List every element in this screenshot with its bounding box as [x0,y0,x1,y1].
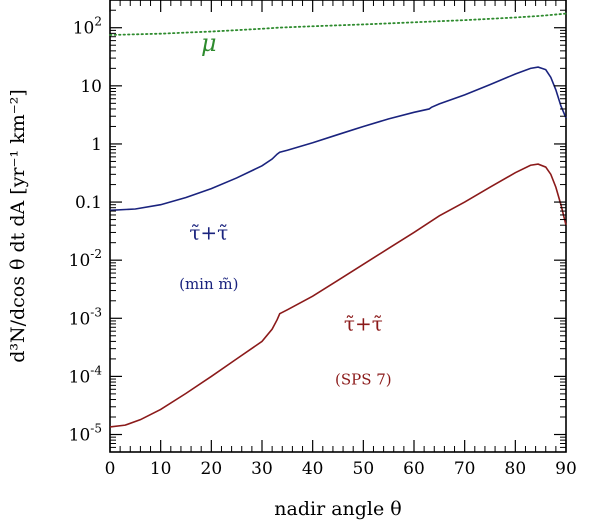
y-tick-label: 1 [91,135,102,155]
annotation-1: τ̃+τ̃ [189,220,228,244]
y-tick-label: 10-2 [69,247,102,271]
x-tick-label: 20 [201,459,223,479]
y-tick-label: 10-5 [69,422,102,446]
x-tick-label: 0 [105,459,116,479]
series-layer [109,12,567,428]
plot-frame [109,0,567,453]
annotation-0: μ [201,29,217,57]
series-line-1 [109,66,567,212]
y-tick-label: 10-3 [69,305,102,329]
x-tick-label: 10 [150,459,172,479]
annotation-3: τ̃+τ̃ [344,311,383,335]
annotation-2: (min m̃) [179,275,238,293]
x-tick-label: 40 [302,459,324,479]
annotation-layer: μ τ̃+τ̃ (min m̃) τ̃+τ̃ (SPS 7) [179,29,392,388]
annotation-4: (SPS 7) [335,370,392,388]
y-tick-label: 0.1 [75,193,102,213]
x-tick-label: 60 [403,459,425,479]
y-tick-label: 10-4 [69,363,103,387]
x-tick-label: 80 [505,459,527,479]
series-line-2 [109,163,567,428]
x-tick-label: 50 [353,459,375,479]
x-axis-title: nadir angle θ [274,498,401,520]
x-tick-label: 90 [555,459,577,479]
y-tick-label: 10 [80,77,102,97]
plot-area: 0 10 20 30 40 50 60 70 80 90 10-5 10-4 10-3 10-2 0.1 1 1… [69,0,577,479]
series-line-0 [109,12,567,36]
x-tick-label: 30 [251,459,273,479]
y-tick-label: 102 [73,15,102,39]
y-axis-title: d³N/dcos θ dt dA [yr⁻¹ km⁻²] [7,89,29,363]
x-tick-label: 70 [454,459,476,479]
tick-layer: 0 10 20 30 40 50 60 70 80 90 10-5 10-4 10-3 10-2 0.1 1 1… [69,0,577,479]
